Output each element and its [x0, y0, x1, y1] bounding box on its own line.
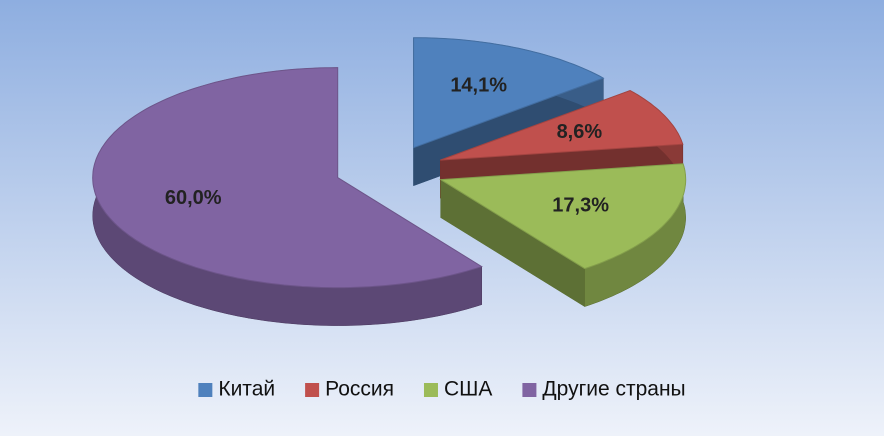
- legend-swatch: [305, 383, 320, 397]
- legend-swatch: [522, 383, 537, 397]
- data-label: 60,0%: [165, 187, 222, 209]
- legend-swatch: [423, 383, 438, 397]
- legend-label: Китай: [218, 378, 275, 401]
- slice: [439, 163, 687, 270]
- legend-swatch: [198, 383, 213, 397]
- legend-label: США: [444, 378, 492, 401]
- legend-label: Россия: [325, 378, 394, 401]
- slice: [92, 67, 483, 289]
- pie: 14,1% 8,6% 17,3% 60,0%: [92, 37, 687, 326]
- data-label: 14,1%: [450, 74, 507, 96]
- legend: Китай Россия США Другие страны: [198, 378, 686, 401]
- slice: [440, 89, 684, 161]
- data-label: 8,6%: [557, 121, 603, 143]
- data-label: 17,3%: [552, 194, 609, 216]
- legend-label: Другие страны: [542, 378, 685, 401]
- slice: [413, 37, 605, 149]
